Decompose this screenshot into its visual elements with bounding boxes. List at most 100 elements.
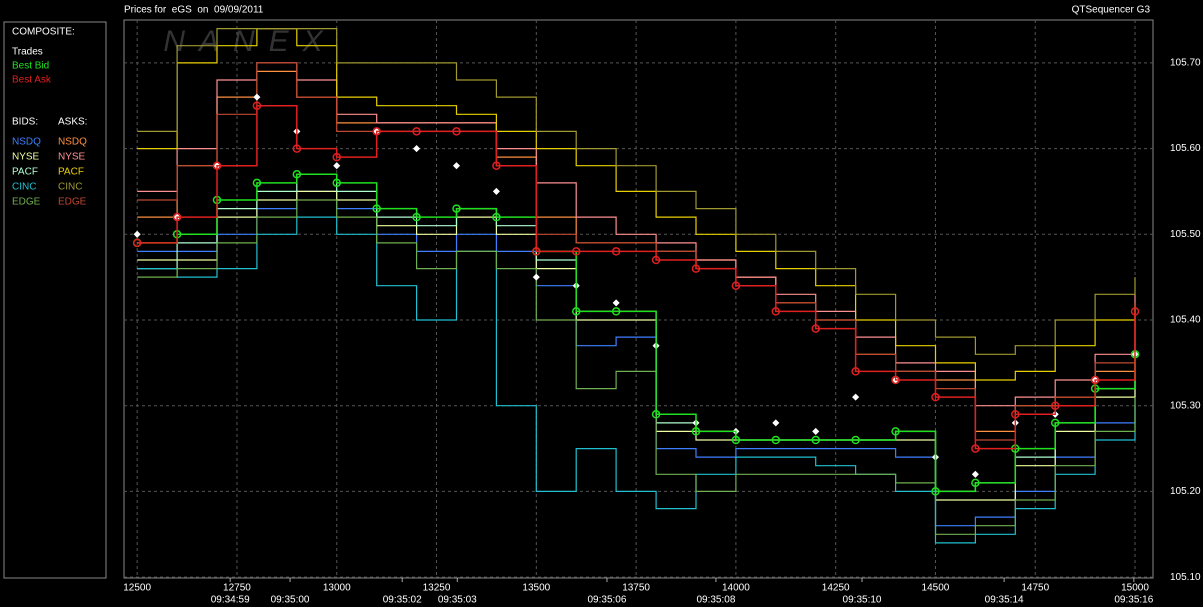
quote-point bbox=[731, 281, 741, 290]
legend-label: Best Ask bbox=[12, 75, 52, 86]
quote-point bbox=[611, 307, 621, 316]
quote-point bbox=[1050, 418, 1060, 428]
time-tick-label: 09:35:06 bbox=[587, 595, 626, 606]
quote-point bbox=[851, 367, 860, 376]
quote-point bbox=[372, 204, 381, 213]
price-line bbox=[137, 62, 1136, 441]
quote-point bbox=[571, 247, 581, 256]
x-tick-label: 14250 bbox=[822, 583, 850, 594]
quote-point bbox=[252, 178, 262, 188]
chart-title: Prices for eGS on 09/09/2011 bbox=[124, 5, 264, 16]
trade-point bbox=[971, 470, 979, 478]
legend-label: Best Bid bbox=[12, 61, 49, 72]
trade-point bbox=[812, 427, 820, 435]
x-tick-label: 13500 bbox=[522, 583, 550, 594]
legend-heading: COMPOSITE: bbox=[12, 27, 75, 38]
quote-point bbox=[971, 478, 980, 488]
quote-point bbox=[452, 204, 461, 213]
quote-point bbox=[651, 255, 661, 265]
time-tick-label: 09:35:10 bbox=[843, 595, 882, 606]
trade-point bbox=[612, 299, 620, 307]
quote-point bbox=[452, 127, 461, 136]
quote-point bbox=[771, 435, 781, 445]
trade-point bbox=[852, 393, 860, 401]
quote-point bbox=[292, 170, 302, 179]
trade-point bbox=[532, 273, 540, 281]
quote-point bbox=[891, 427, 900, 436]
time-tick-label: 09:35:03 bbox=[438, 595, 477, 606]
trade-point bbox=[492, 187, 500, 195]
quote-point bbox=[611, 247, 621, 256]
y-tick-label: 105.20 bbox=[1170, 486, 1201, 497]
quote-point bbox=[332, 178, 341, 188]
price-line bbox=[137, 28, 1136, 355]
time-tick-label: 09:35:14 bbox=[985, 595, 1024, 606]
legend-label: PACF bbox=[12, 167, 38, 178]
quote-point bbox=[172, 212, 182, 222]
trade-point bbox=[333, 162, 341, 170]
plot-area bbox=[123, 19, 1154, 579]
quote-point bbox=[1090, 375, 1100, 385]
x-tick-label: 13750 bbox=[622, 583, 650, 594]
legend-panel bbox=[3, 21, 107, 579]
quote-point bbox=[651, 410, 661, 419]
quote-point bbox=[292, 144, 302, 153]
legend-label: PACF bbox=[58, 167, 84, 178]
quote-point bbox=[252, 101, 262, 110]
quote-point bbox=[931, 487, 940, 496]
quote-point bbox=[1050, 401, 1060, 410]
quote-point bbox=[851, 435, 860, 445]
quote-point bbox=[492, 212, 501, 222]
legend-label: NYSE bbox=[12, 152, 40, 163]
y-tick-label: 105.10 bbox=[1170, 572, 1201, 583]
legend-label: CINC bbox=[12, 182, 36, 193]
quote-point bbox=[931, 392, 940, 402]
trade-point bbox=[253, 93, 261, 101]
y-tick-label: 105.70 bbox=[1170, 57, 1201, 68]
time-tick-label: 09:35:08 bbox=[696, 595, 735, 606]
quote-point bbox=[492, 161, 501, 170]
quote-point bbox=[731, 435, 741, 445]
quote-point bbox=[412, 212, 421, 222]
price-line bbox=[137, 28, 1136, 381]
x-tick-label: 14750 bbox=[1021, 583, 1049, 594]
quote-point bbox=[771, 307, 781, 316]
quote-point bbox=[811, 324, 820, 333]
y-tick-label: 105.40 bbox=[1170, 315, 1201, 326]
quote-point bbox=[971, 444, 980, 453]
x-tick-label: 12500 bbox=[123, 583, 151, 594]
quote-point bbox=[1130, 307, 1140, 316]
quote-point bbox=[132, 238, 142, 248]
time-tick-label: 09:34:59 bbox=[211, 595, 250, 606]
quote-point bbox=[1011, 410, 1020, 419]
quote-point bbox=[532, 247, 541, 256]
watermark: NANEX bbox=[163, 25, 336, 58]
legend-label: NYSE bbox=[58, 152, 86, 163]
legend-heading: BIDS: bbox=[12, 117, 38, 128]
trade-point bbox=[133, 230, 141, 238]
legend-label: EDGE bbox=[58, 197, 87, 208]
quote-point bbox=[332, 152, 341, 162]
quote-point bbox=[691, 264, 701, 273]
legend-label: Trades bbox=[12, 47, 43, 58]
legend-label: NSDQ bbox=[58, 137, 87, 148]
y-tick-label: 105.50 bbox=[1170, 229, 1201, 240]
quote-point bbox=[412, 127, 421, 136]
time-tick-label: 09:35:00 bbox=[271, 595, 310, 606]
quote-point bbox=[571, 307, 581, 316]
legend-heading: ASKS: bbox=[58, 117, 87, 128]
x-tick-label: 14000 bbox=[722, 583, 750, 594]
legend-label: EDGE bbox=[12, 197, 41, 208]
app-label: QTSequencer G3 bbox=[1072, 5, 1151, 16]
legend-label: NSDQ bbox=[12, 137, 41, 148]
price-line bbox=[137, 216, 1136, 544]
y-tick-label: 105.60 bbox=[1170, 143, 1201, 154]
y-tick-label: 105.30 bbox=[1170, 400, 1201, 411]
x-tick-label: 13000 bbox=[323, 583, 351, 594]
legend-label: CINC bbox=[58, 182, 82, 193]
quote-point bbox=[212, 161, 222, 170]
time-tick-label: 09:35:16 bbox=[1114, 595, 1153, 606]
trade-point bbox=[452, 162, 461, 170]
quote-point bbox=[811, 435, 820, 445]
